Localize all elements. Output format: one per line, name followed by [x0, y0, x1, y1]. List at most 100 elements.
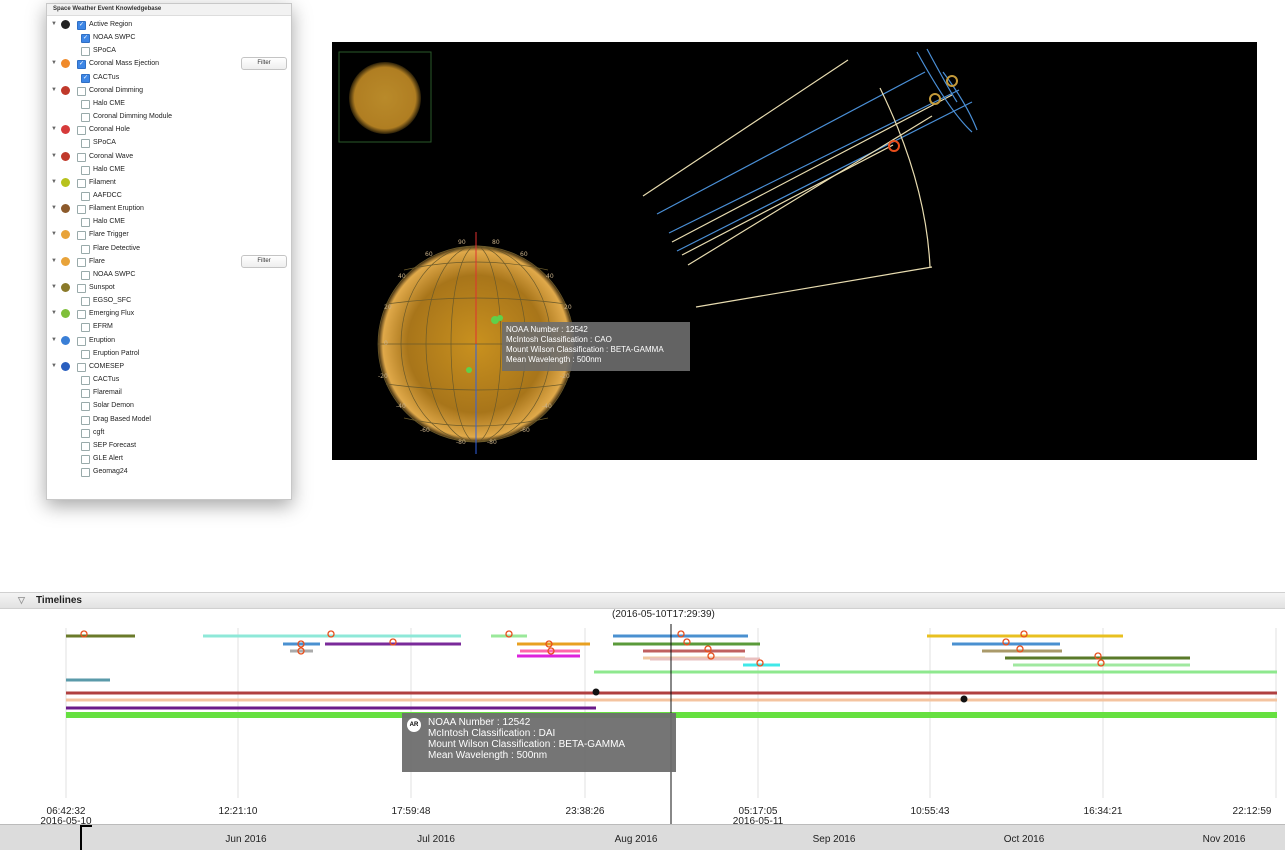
kb-checkbox[interactable]: [81, 218, 90, 228]
expand-arrow-icon[interactable]: ▼: [51, 257, 57, 264]
kb-category-row[interactable]: ▼ Coronal Dimming: [47, 84, 291, 97]
kb-checkbox[interactable]: [81, 428, 90, 438]
kb-checkbox[interactable]: [77, 126, 86, 136]
kb-source-row[interactable]: Eruption Patrol: [47, 347, 291, 360]
kb-title: Space Weather Event Knowledgebase: [47, 4, 291, 16]
kb-checkbox[interactable]: [77, 205, 86, 215]
kb-category-row[interactable]: ▼ Active Region: [47, 18, 291, 32]
kb-source-row[interactable]: Halo CME: [47, 97, 291, 110]
ar-markers: [466, 315, 503, 373]
kb-source-row[interactable]: CACTus: [47, 373, 291, 386]
kb-category-row[interactable]: ▼ Coronal Hole: [47, 123, 291, 136]
expand-arrow-icon[interactable]: ▼: [51, 86, 57, 93]
expand-arrow-icon[interactable]: ▼: [51, 205, 57, 212]
kb-source-row[interactable]: Halo CME: [47, 215, 291, 228]
filter-button[interactable]: Filter: [241, 254, 287, 268]
kb-source-row[interactable]: Drag Based Model: [47, 413, 291, 426]
kb-source-row[interactable]: EFRM: [47, 320, 291, 333]
kb-label: Drag Based Model: [93, 415, 151, 423]
kb-checkbox[interactable]: [81, 376, 90, 386]
kb-category-row[interactable]: ▼ Emerging Flux: [47, 307, 291, 320]
tick-label: 10:55:43: [910, 806, 950, 817]
kb-checkbox[interactable]: [77, 58, 86, 71]
kb-source-row[interactable]: Solar Demon: [47, 399, 291, 412]
kb-source-row[interactable]: Coronal Dimming Module: [47, 110, 291, 123]
kb-checkbox[interactable]: [81, 468, 90, 478]
expand-arrow-icon[interactable]: ▼: [51, 21, 57, 27]
tick-date-label: 2016-05-10: [40, 816, 92, 827]
kb-checkbox[interactable]: [81, 297, 90, 307]
kb-source-row[interactable]: Halo CME: [47, 163, 291, 176]
kb-category-row[interactable]: ▼ Coronal Mass Ejection Filter: [47, 57, 291, 71]
kb-source-row[interactable]: SEP Forecast: [47, 439, 291, 452]
kb-source-row[interactable]: AAFDCC: [47, 189, 291, 202]
kb-source-row[interactable]: EGSO_SFC: [47, 294, 291, 307]
kb-checkbox[interactable]: [81, 441, 90, 451]
kb-source-row[interactable]: NOAA SWPC: [47, 268, 291, 281]
kb-checkbox[interactable]: [77, 152, 86, 162]
kb-category-row[interactable]: ▼ Flare Trigger: [47, 228, 291, 241]
svg-text:80: 80: [492, 239, 500, 246]
kb-checkbox[interactable]: [81, 244, 90, 254]
expand-arrow-icon[interactable]: ▼: [51, 231, 57, 238]
kb-checkbox[interactable]: [81, 32, 90, 45]
kb-category-row[interactable]: ▼ Coronal Wave: [47, 150, 291, 163]
kb-checkbox[interactable]: [77, 86, 86, 96]
kb-category-row[interactable]: ▼ Flare Filter: [47, 254, 291, 268]
expand-arrow-icon[interactable]: ▼: [51, 336, 57, 343]
kb-source-row[interactable]: CACTus: [47, 71, 291, 85]
kb-checkbox[interactable]: [81, 99, 90, 109]
kb-checkbox[interactable]: [81, 165, 90, 175]
kb-checkbox[interactable]: [81, 113, 90, 123]
month-label: Jun 2016: [225, 834, 267, 845]
range-handle[interactable]: [80, 825, 92, 850]
kb-checkbox[interactable]: [81, 454, 90, 464]
kb-label: SPoCA: [93, 47, 116, 55]
kb-checkbox[interactable]: [81, 139, 90, 149]
expand-arrow-icon[interactable]: ▼: [51, 310, 57, 317]
kb-checkbox[interactable]: [77, 178, 86, 188]
kb-category-row[interactable]: ▼ Eruption: [47, 334, 291, 347]
kb-checkbox[interactable]: [81, 323, 90, 333]
expand-arrow-icon[interactable]: ▼: [51, 152, 57, 159]
expand-arrow-icon[interactable]: ▼: [51, 126, 57, 133]
expand-arrow-icon[interactable]: ▼: [51, 362, 57, 369]
timeline-range-bar[interactable]: Jun 2016 Jul 2016 Aug 2016 Sep 2016 Oct …: [0, 824, 1285, 850]
kb-category-row[interactable]: ▼ Sunspot: [47, 281, 291, 294]
kb-category-row[interactable]: ▼ COMESEP: [47, 360, 291, 373]
kb-source-row[interactable]: Flare Detective: [47, 242, 291, 255]
kb-checkbox[interactable]: [81, 389, 90, 399]
kb-checkbox[interactable]: [81, 415, 90, 425]
event-type-icon: [61, 230, 70, 240]
kb-source-row[interactable]: SPoCA: [47, 44, 291, 57]
kb-checkbox[interactable]: [81, 270, 90, 280]
kb-source-row[interactable]: Flaremail: [47, 386, 291, 399]
collapse-arrow-icon[interactable]: ▽: [18, 595, 25, 605]
kb-checkbox[interactable]: [77, 310, 86, 320]
kb-checkbox[interactable]: [81, 72, 90, 85]
kb-checkbox[interactable]: [77, 257, 86, 267]
kb-checkbox[interactable]: [81, 191, 90, 201]
kb-checkbox[interactable]: [77, 336, 86, 346]
kb-source-row[interactable]: GLE Alert: [47, 452, 291, 465]
kb-source-row[interactable]: NOAA SWPC: [47, 31, 291, 45]
timeline-area[interactable]: (2016-05-10T17:29:39) AR NOAA Number : 1…: [0, 608, 1285, 848]
kb-category-row[interactable]: ▼ Filament Eruption: [47, 202, 291, 215]
kb-checkbox[interactable]: [81, 402, 90, 412]
kb-checkbox[interactable]: [77, 19, 86, 32]
kb-category-row[interactable]: ▼ Filament: [47, 176, 291, 189]
filter-button[interactable]: Filter: [241, 57, 287, 71]
kb-checkbox[interactable]: [77, 362, 86, 372]
kb-checkbox[interactable]: [77, 284, 86, 293]
kb-source-row[interactable]: SPoCA: [47, 136, 291, 149]
kb-source-row[interactable]: cgft: [47, 426, 291, 439]
kb-checkbox[interactable]: [81, 349, 90, 359]
expand-arrow-icon[interactable]: ▼: [51, 284, 57, 290]
kb-source-row[interactable]: Geomag24: [47, 465, 291, 478]
timelines-header[interactable]: ▽ Timelines: [0, 592, 1285, 609]
expand-arrow-icon[interactable]: ▼: [51, 60, 57, 67]
expand-arrow-icon[interactable]: ▼: [51, 178, 57, 185]
kb-checkbox[interactable]: [81, 47, 90, 57]
kb-checkbox[interactable]: [77, 231, 86, 241]
